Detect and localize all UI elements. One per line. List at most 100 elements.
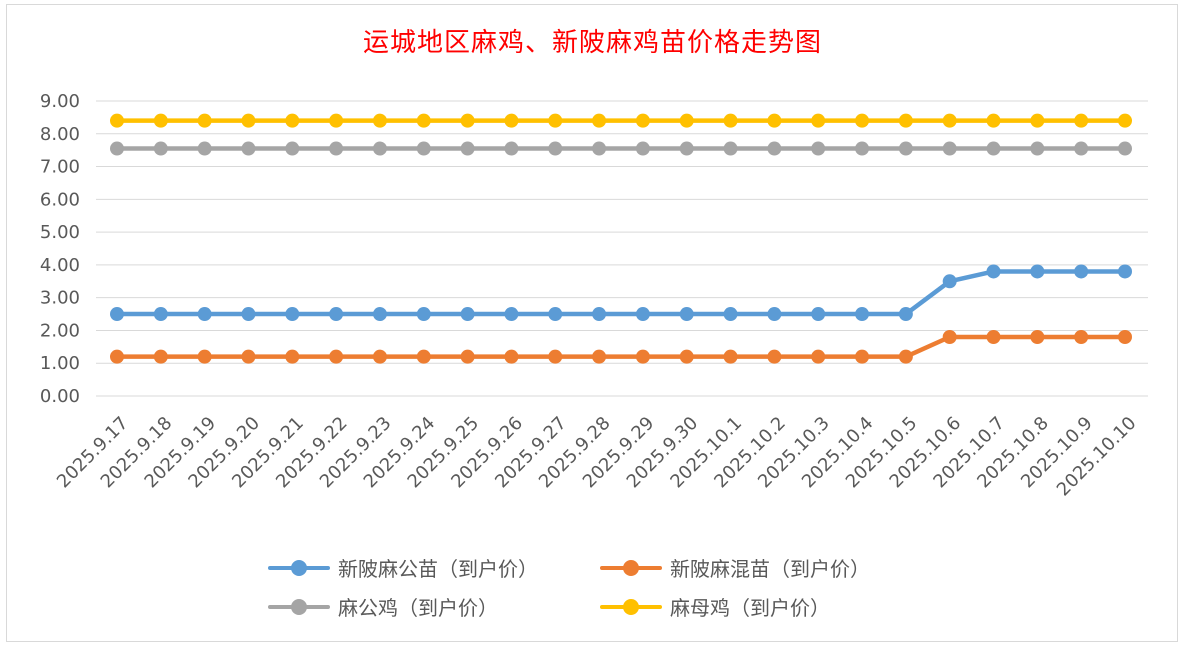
legend-swatch bbox=[600, 558, 662, 578]
data-point bbox=[285, 349, 300, 364]
data-point bbox=[767, 113, 782, 128]
data-point bbox=[153, 349, 168, 364]
data-point bbox=[1118, 113, 1132, 128]
data-point bbox=[986, 113, 1001, 128]
data-point bbox=[241, 141, 256, 156]
data-point bbox=[1030, 113, 1045, 128]
data-point bbox=[986, 264, 1001, 279]
data-point bbox=[855, 113, 870, 128]
y-tick-label: 4.00 bbox=[40, 255, 80, 276]
data-point bbox=[679, 349, 694, 364]
legend-label: 麻公鸡（到户价） bbox=[338, 596, 498, 620]
data-point bbox=[110, 113, 124, 128]
y-tick-label: 6.00 bbox=[40, 189, 80, 210]
y-tick-label: 0.00 bbox=[40, 386, 80, 407]
data-point bbox=[942, 113, 957, 128]
data-point bbox=[197, 113, 212, 128]
data-point bbox=[504, 307, 519, 322]
legend-item: 麻母鸡（到户价） bbox=[600, 592, 830, 621]
data-point bbox=[1030, 330, 1045, 344]
data-point bbox=[197, 349, 212, 364]
data-point bbox=[592, 307, 607, 322]
data-point bbox=[416, 349, 431, 364]
data-point bbox=[942, 141, 957, 156]
data-point bbox=[767, 349, 782, 364]
data-point bbox=[592, 349, 607, 364]
data-point bbox=[1118, 264, 1132, 279]
data-point bbox=[416, 307, 431, 322]
data-point bbox=[460, 307, 475, 322]
y-tick-label: 7.00 bbox=[40, 157, 80, 178]
series-line bbox=[114, 269, 1128, 317]
data-point bbox=[285, 141, 300, 156]
data-point bbox=[153, 141, 168, 156]
data-point bbox=[635, 141, 650, 156]
data-point bbox=[460, 113, 475, 128]
data-point bbox=[723, 113, 738, 128]
legend-swatch bbox=[600, 597, 662, 617]
data-point bbox=[811, 141, 826, 156]
legend-item: 新陂麻混苗（到户价） bbox=[600, 553, 870, 582]
data-point bbox=[416, 141, 431, 156]
data-point bbox=[811, 349, 826, 364]
data-point bbox=[548, 307, 563, 322]
data-point bbox=[1074, 264, 1089, 279]
y-tick-label: 3.00 bbox=[40, 288, 80, 309]
data-point bbox=[504, 141, 519, 156]
data-point bbox=[942, 330, 957, 344]
data-point bbox=[153, 307, 168, 322]
data-point bbox=[635, 349, 650, 364]
data-point bbox=[635, 307, 650, 322]
data-point bbox=[767, 307, 782, 322]
data-point bbox=[1074, 330, 1089, 344]
legend-label: 麻母鸡（到户价） bbox=[670, 596, 830, 620]
data-point bbox=[723, 349, 738, 364]
data-point bbox=[329, 307, 344, 322]
data-point bbox=[679, 113, 694, 128]
data-point bbox=[986, 141, 1001, 156]
data-point bbox=[1030, 264, 1045, 279]
data-point bbox=[548, 141, 563, 156]
data-point bbox=[811, 113, 826, 128]
legend-swatch bbox=[268, 558, 330, 578]
data-point bbox=[1118, 330, 1132, 344]
data-point bbox=[110, 349, 124, 364]
data-point bbox=[372, 113, 387, 128]
data-point bbox=[811, 307, 826, 322]
data-point bbox=[1118, 141, 1132, 156]
data-point bbox=[898, 141, 913, 156]
data-point bbox=[110, 141, 124, 156]
legend-label: 新陂麻公苗（到户价） bbox=[338, 557, 538, 581]
data-point bbox=[723, 141, 738, 156]
data-point bbox=[460, 349, 475, 364]
data-point bbox=[592, 141, 607, 156]
data-point bbox=[329, 141, 344, 156]
data-point bbox=[548, 349, 563, 364]
data-point bbox=[329, 349, 344, 364]
data-point bbox=[416, 113, 431, 128]
series-line bbox=[114, 334, 1128, 359]
data-point bbox=[372, 141, 387, 156]
data-point bbox=[504, 349, 519, 364]
data-point bbox=[723, 307, 738, 322]
data-point bbox=[898, 113, 913, 128]
data-point bbox=[986, 330, 1001, 344]
data-point bbox=[110, 307, 124, 322]
data-point bbox=[679, 141, 694, 156]
chart-title: 运城地区麻鸡、新陂麻鸡苗价格走势图 bbox=[362, 28, 822, 58]
data-point bbox=[241, 349, 256, 364]
data-point bbox=[372, 307, 387, 322]
y-tick-label: 2.00 bbox=[40, 320, 80, 341]
chart-frame bbox=[6, 4, 1178, 642]
data-point bbox=[592, 113, 607, 128]
y-tick-label: 5.00 bbox=[40, 222, 80, 243]
data-point bbox=[1074, 113, 1089, 128]
y-tick-label: 8.00 bbox=[40, 124, 80, 145]
data-point bbox=[460, 141, 475, 156]
data-point bbox=[153, 113, 168, 128]
data-point bbox=[679, 307, 694, 322]
legend-item: 麻公鸡（到户价） bbox=[268, 592, 498, 621]
y-tick-label: 1.00 bbox=[40, 353, 80, 374]
data-point bbox=[942, 274, 957, 289]
